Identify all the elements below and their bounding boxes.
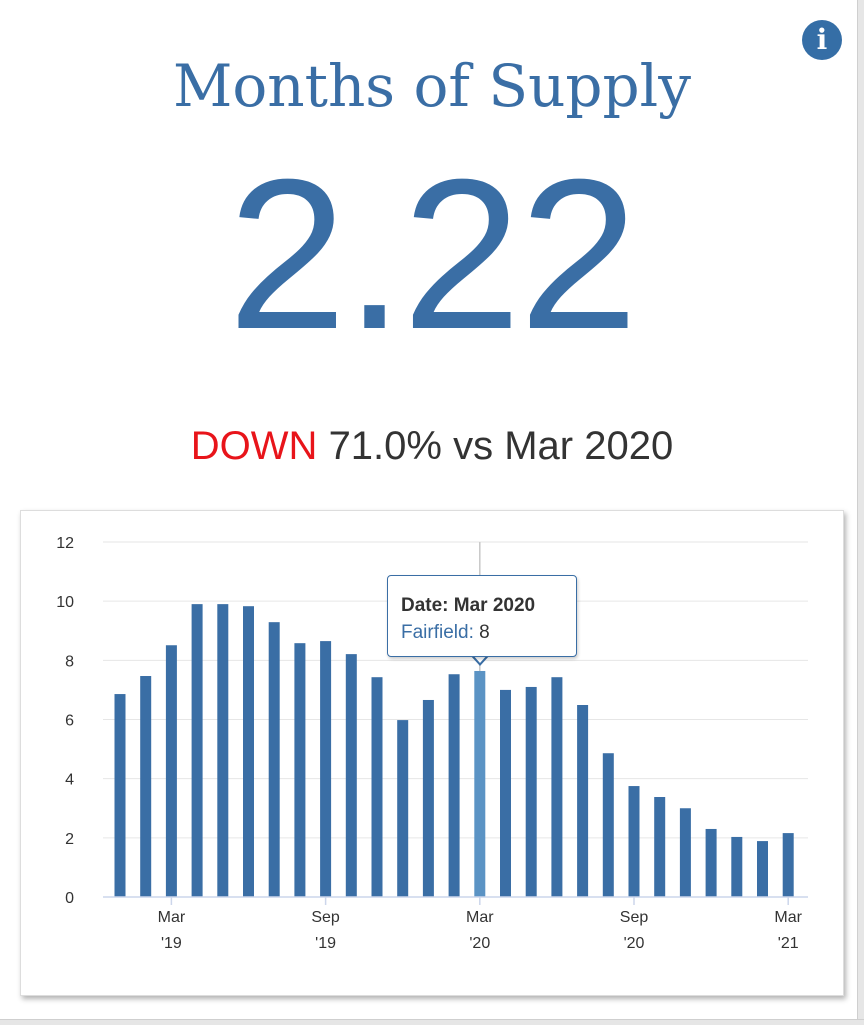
bar-jan-2021[interactable]	[731, 836, 743, 897]
bar-mar-2020[interactable]	[474, 670, 486, 897]
bar-nov-2020[interactable]	[679, 808, 691, 897]
metric-change: DOWN 71.0% vs Mar 2020	[0, 424, 864, 469]
bar-mar-2021[interactable]	[782, 833, 794, 897]
bar-dec-2020[interactable]	[705, 828, 717, 897]
bar-sep-2019[interactable]	[320, 641, 332, 897]
y-tick-label: 12	[56, 535, 74, 552]
bar-feb-2020[interactable]	[448, 674, 460, 897]
bar-feb-2021[interactable]	[757, 841, 768, 897]
bar-apr-2019[interactable]	[191, 604, 203, 897]
tooltip-series: Fairfield:	[401, 622, 474, 643]
x-tick-label: Mar	[774, 909, 802, 926]
bar-jan-2020[interactable]	[422, 699, 434, 897]
change-text: 71.0% vs Mar 2020	[328, 424, 674, 468]
window-edge-right	[857, 0, 864, 1024]
bar-jul-2019[interactable]	[268, 622, 280, 897]
change-direction: DOWN	[190, 424, 318, 468]
bar-aug-2020[interactable]	[602, 753, 614, 897]
x-tick-label: Mar	[158, 909, 186, 926]
bar-dec-2019[interactable]	[397, 720, 409, 897]
tooltip-value: 8	[479, 622, 490, 643]
bar-jun-2019[interactable]	[243, 606, 254, 897]
page-title: Months of Supply	[172, 52, 691, 120]
bar-apr-2020[interactable]	[500, 689, 511, 897]
bar-feb-2019[interactable]	[140, 676, 152, 897]
bar-jul-2020[interactable]	[577, 705, 589, 897]
x-tick-label: Mar	[466, 909, 494, 926]
y-tick-label: 8	[65, 653, 74, 670]
window-edge-bottom	[0, 1019, 864, 1025]
y-tick-label: 4	[65, 772, 74, 789]
x-tick-label: Sep	[311, 909, 340, 926]
y-tick-label: 2	[65, 831, 74, 848]
x-tick-label-year: '21	[778, 935, 799, 952]
bar-sep-2020[interactable]	[628, 786, 640, 897]
bar-aug-2019[interactable]	[294, 643, 306, 897]
chart-tooltip: Date: Mar 2020 Fairfield: 8	[387, 575, 577, 657]
x-tick-label-year: '20	[624, 935, 645, 952]
x-tick-label: Sep	[620, 909, 649, 926]
y-tick-label: 0	[65, 890, 74, 907]
y-tick-label: 6	[65, 713, 74, 730]
bar-may-2019[interactable]	[217, 604, 229, 897]
x-tick-label-year: '19	[161, 935, 182, 952]
x-tick-label-year: '19	[315, 935, 336, 952]
tooltip-date: Date: Mar 2020	[401, 595, 536, 616]
bar-oct-2019[interactable]	[345, 654, 357, 897]
info-icon[interactable]: i	[802, 20, 842, 60]
bar-may-2020[interactable]	[525, 686, 537, 897]
bar-jan-2019[interactable]	[114, 694, 126, 897]
bar-nov-2019[interactable]	[371, 677, 383, 897]
bar-oct-2020[interactable]	[654, 797, 666, 897]
y-tick-label: 10	[56, 594, 74, 611]
x-tick-label-year: '20	[469, 935, 490, 952]
metric-value: 2.22	[227, 135, 639, 374]
tooltip-pointer-fill	[472, 654, 488, 663]
bar-jun-2020[interactable]	[551, 677, 563, 897]
bar-mar-2019[interactable]	[165, 645, 177, 897]
